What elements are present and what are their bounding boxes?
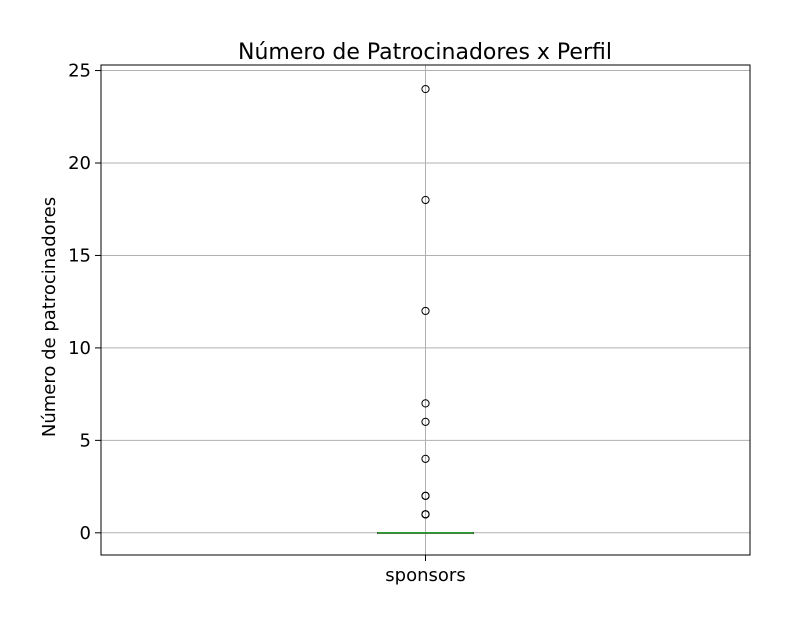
outlier-point [421, 399, 430, 408]
y-tick-label: 20 [68, 153, 91, 174]
y-axis-ticks: 0 5 10 15 20 25 [68, 61, 101, 544]
plot-area-frame [100, 64, 751, 556]
outlier-point [421, 306, 430, 316]
chart-title: Número de Patrocinadores x Perfil [238, 40, 612, 65]
outlier-points [421, 84, 430, 519]
outlier-point [421, 195, 430, 205]
y-tick-label: 25 [68, 61, 91, 82]
x-axis-ticks: sponsors [385, 555, 466, 586]
outlier-point [421, 454, 430, 463]
outlier-point [421, 510, 430, 519]
y-tick-label: 0 [80, 523, 91, 544]
box-plot [377, 532, 474, 534]
y-tick-label: 15 [68, 245, 91, 266]
y-tick-label: 10 [68, 338, 91, 359]
x-tick-label: sponsors [385, 565, 465, 586]
outlier-point [421, 417, 430, 426]
outlier-point [421, 491, 430, 500]
grid-lines [101, 65, 750, 555]
y-axis-label: Número de patrocinadores [39, 197, 60, 437]
y-tick-label: 5 [80, 430, 91, 451]
outlier-point [421, 84, 430, 94]
